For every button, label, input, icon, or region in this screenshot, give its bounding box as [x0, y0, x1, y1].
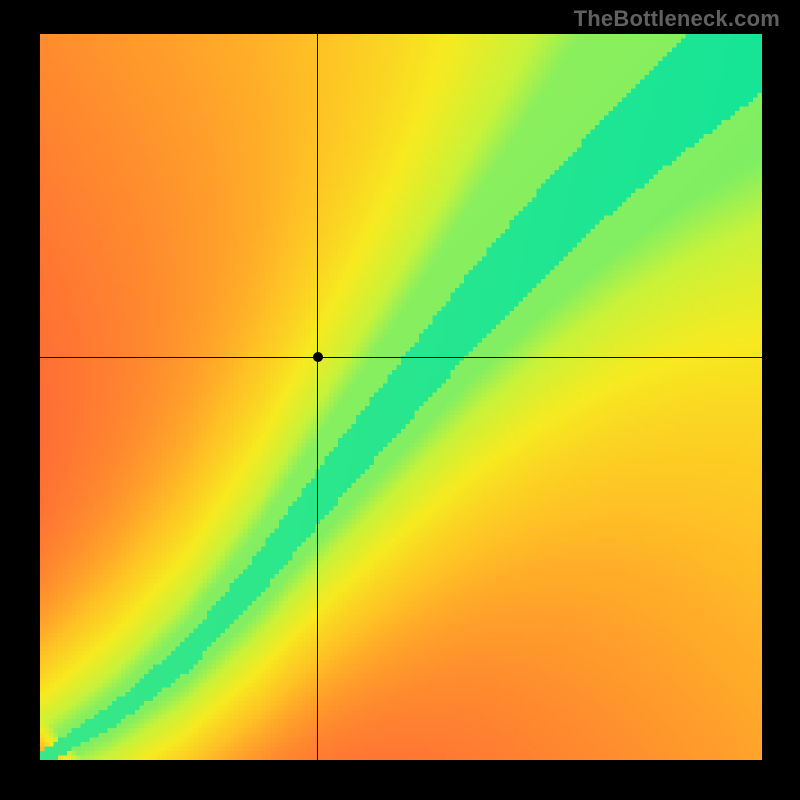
- data-point-marker: [313, 352, 323, 362]
- figure-container: TheBottleneck.com: [0, 0, 800, 800]
- watermark-text: TheBottleneck.com: [574, 6, 780, 32]
- crosshair-vertical: [317, 34, 318, 760]
- plot-frame: [40, 34, 762, 760]
- crosshair-horizontal: [40, 357, 762, 358]
- heatmap-canvas: [40, 34, 762, 760]
